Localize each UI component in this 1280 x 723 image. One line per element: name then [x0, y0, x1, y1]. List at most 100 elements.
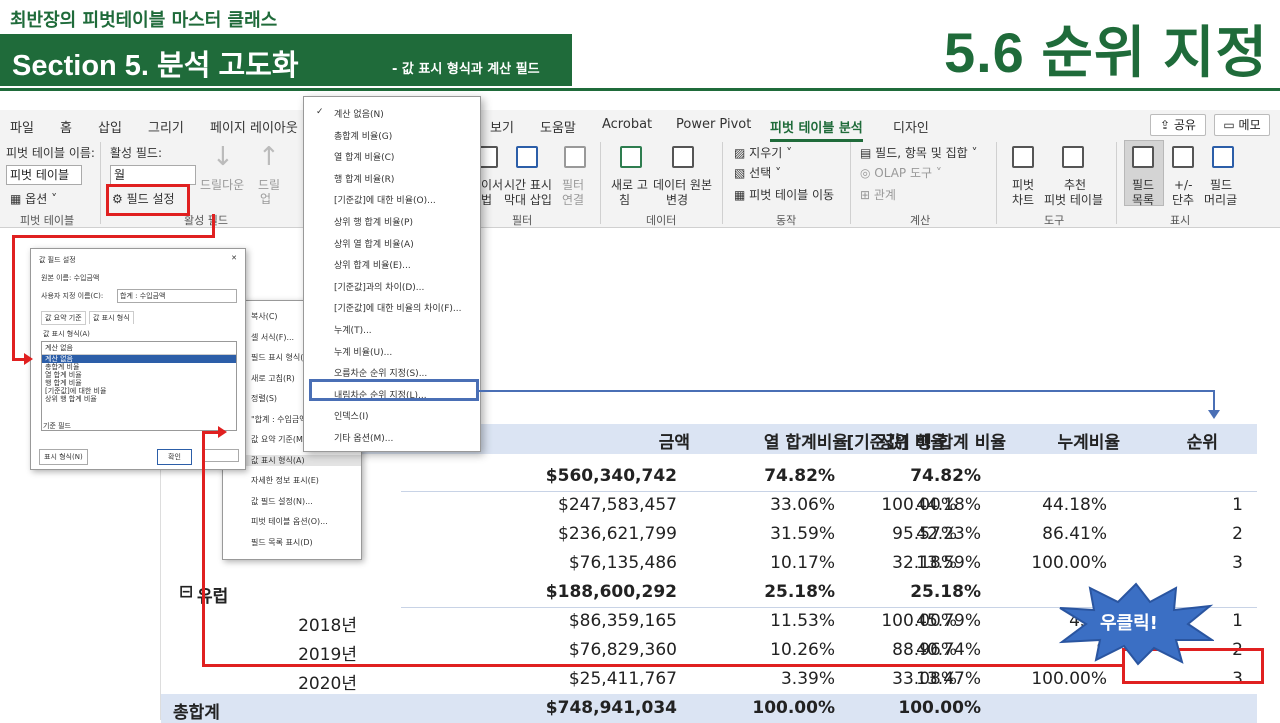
- table-row[interactable]: $247,583,457 33.06% 44.18% 100.00% 44.18% 1: [161, 491, 1257, 520]
- close-icon[interactable]: ✕: [231, 254, 237, 262]
- cell-parent[interactable]: 44.18%: [916, 495, 981, 515]
- number-format-button[interactable]: 표시 형식(N): [39, 449, 88, 465]
- context-menu-item[interactable]: 새로 고침(R): [251, 373, 295, 383]
- context-menu-item[interactable]: 정렬(S): [251, 394, 278, 403]
- context-menu-item[interactable]: "합계 : 수입금액" 제거(V): [251, 414, 340, 424]
- cell-base[interactable]: 33.08%: [892, 669, 957, 689]
- relationships-button[interactable]: ⊞ 관계: [860, 188, 896, 203]
- tab-view[interactable]: 보기: [490, 121, 514, 136]
- cell-parent[interactable]: 45.79%: [916, 611, 981, 631]
- tab-home[interactable]: 홈: [60, 121, 72, 136]
- menu-item[interactable]: [기준값]에 대한 비율(O)...: [334, 196, 436, 207]
- dialog-tab-show-as[interactable]: 값 표시 형식: [89, 311, 134, 324]
- total-parent[interactable]: 100.00%: [898, 698, 981, 718]
- tab-page-layout[interactable]: 페이지 레이아웃: [210, 121, 298, 136]
- cell-col[interactable]: 25.18%: [764, 582, 835, 602]
- show-as-option[interactable]: 계산 없음: [42, 355, 236, 363]
- pivotchart-button[interactable]: 피벗: [1012, 178, 1035, 192]
- insert-slicer-button[interactable]: 이서: [481, 178, 504, 192]
- refresh-button[interactable]: 새로 고: [611, 178, 648, 192]
- cell-parent[interactable]: 13.59%: [916, 553, 981, 573]
- table-row[interactable]: 2020년 $25,411,767 3.39% 13.47% 33.08% 100.00%…: [161, 665, 1257, 694]
- change-datasource-button[interactable]: 데이터 원본: [653, 178, 713, 192]
- menu-item[interactable]: 상위 합계 비율(E)...: [334, 261, 411, 272]
- tab-pivot-analyze[interactable]: 피벗 테이블 분석: [770, 117, 863, 142]
- menu-item[interactable]: 상위 열 합계 비율(A): [334, 239, 414, 250]
- context-menu-item[interactable]: 필드 표시 형식(T)...: [251, 353, 320, 362]
- ok-button[interactable]: 확인: [157, 449, 192, 465]
- menu-item[interactable]: 인덱스(I): [334, 412, 369, 423]
- cell-col[interactable]: 74.82%: [764, 466, 835, 486]
- cell-col[interactable]: 10.26%: [770, 640, 835, 660]
- total-amount[interactable]: $748,941,034: [545, 698, 677, 718]
- tab-help[interactable]: 도움말: [540, 121, 576, 136]
- dialog-tab-summarize[interactable]: 값 요약 기준: [41, 311, 86, 325]
- cell-parent[interactable]: 25.18%: [910, 582, 981, 602]
- cell-cum[interactable]: 86.41%: [1042, 524, 1107, 544]
- recommended-pivot-button[interactable]: 추천: [1064, 178, 1087, 192]
- context-menu-item[interactable]: 복사(C): [251, 312, 278, 321]
- cell-parent[interactable]: 13.47%: [916, 669, 981, 689]
- menu-item[interactable]: 상위 행 합계 비율(P): [334, 218, 413, 228]
- cell-col[interactable]: 31.59%: [770, 524, 835, 544]
- cell-amount[interactable]: $188,600,292: [545, 582, 677, 602]
- cell-base[interactable]: 95.57%: [892, 524, 957, 544]
- grand-total-row[interactable]: 총합계 $748,941,034 100.00% 100.00%: [161, 694, 1257, 723]
- cell-base[interactable]: 100.00%: [881, 495, 957, 515]
- table-row[interactable]: $236,621,799 31.59% 42.23% 95.57% 86.41% 2: [161, 520, 1257, 549]
- cell-parent[interactable]: 40.74%: [916, 640, 981, 660]
- plus-minus-button[interactable]: +/-: [1174, 178, 1193, 192]
- cell-rank[interactable]: 2: [1232, 524, 1243, 544]
- drillup-button[interactable]: 드릴: [258, 178, 281, 192]
- menu-item[interactable]: 계산 없음(N): [334, 110, 384, 120]
- show-as-option[interactable]: [기준값]에 대한 비율: [45, 387, 107, 395]
- show-as-option[interactable]: 총합계 비율: [45, 363, 80, 371]
- cell-col[interactable]: 33.06%: [770, 495, 835, 515]
- cell-parent[interactable]: 42.23%: [916, 524, 981, 544]
- cell-cum[interactable]: 100.00%: [1031, 669, 1107, 689]
- cell-amount[interactable]: $76,135,486: [568, 553, 677, 573]
- group-row[interactable]: ⊟ 유럽 $188,600,292 25.18% 25.18%: [161, 578, 1257, 607]
- select-button[interactable]: ▧ 선택 ˅: [734, 166, 782, 180]
- context-menu-item[interactable]: 필드 목록 표시(D): [251, 537, 313, 547]
- menu-item[interactable]: 내림차순 순위 지정(L)...: [334, 390, 427, 401]
- cell-cum[interactable]: 44.18%: [1042, 495, 1107, 515]
- field-settings-button[interactable]: ⚙ 필드 설정: [112, 192, 175, 207]
- share-button[interactable]: ⇪ 공유: [1150, 114, 1206, 136]
- total-col[interactable]: 100.00%: [752, 698, 835, 718]
- cell-amount[interactable]: $247,583,457: [558, 495, 677, 515]
- menu-item[interactable]: 누계(T)...: [334, 326, 372, 336]
- menu-item[interactable]: [기준값]에 대한 비율의 차이(F)...: [334, 304, 462, 315]
- menu-item[interactable]: 열 합계 비율(C): [334, 153, 395, 164]
- tab-insert[interactable]: 삽입: [98, 121, 122, 136]
- context-menu-item[interactable]: 자세한 정보 표시(E): [251, 476, 319, 485]
- show-as-option[interactable]: 열 합계 비율: [45, 371, 82, 379]
- olap-tools-button[interactable]: ◎ OLAP 도구 ˅: [860, 166, 942, 180]
- tab-power-pivot[interactable]: Power Pivot: [676, 117, 752, 132]
- options-button[interactable]: ▦ 옵션 ˅: [10, 192, 58, 206]
- cell-col[interactable]: 11.53%: [770, 611, 835, 631]
- move-pivot-button[interactable]: ▦ 피벗 테이블 이동: [734, 188, 834, 203]
- show-as-option[interactable]: 행 합계 비율: [45, 379, 82, 387]
- table-row[interactable]: $560,340,742 74.82% 74.82%: [161, 462, 1257, 491]
- drilldown-button[interactable]: 드릴다운: [200, 178, 245, 192]
- pivot-name-input[interactable]: 피벗 테이블: [6, 165, 82, 185]
- cell-base[interactable]: 88.96%: [892, 640, 957, 660]
- cell-rank[interactable]: 1: [1232, 495, 1243, 515]
- cancel-button[interactable]: [203, 449, 239, 462]
- context-menu-item[interactable]: 피벗 테이블 옵션(O)...: [251, 517, 328, 526]
- tab-draw[interactable]: 그리기: [148, 121, 184, 136]
- cell-rank[interactable]: 3: [1232, 669, 1243, 689]
- cell-rank[interactable]: 3: [1232, 553, 1243, 573]
- cell-col[interactable]: 3.39%: [780, 669, 835, 689]
- cell-base[interactable]: 100.00%: [881, 611, 957, 631]
- cell-cum[interactable]: 100.00%: [1031, 553, 1107, 573]
- cell-amount[interactable]: $25,411,767: [568, 669, 677, 689]
- cell-amount[interactable]: $86,359,165: [568, 611, 677, 631]
- total-label[interactable]: 총합계: [173, 703, 220, 723]
- show-as-current[interactable]: 계산 없음: [42, 342, 236, 355]
- menu-item[interactable]: 총합계 비율(G): [334, 131, 393, 142]
- tab-design[interactable]: 디자인: [893, 121, 929, 136]
- filter-connections-button[interactable]: 필터: [562, 178, 585, 192]
- comments-button[interactable]: ▭ 메모: [1214, 114, 1270, 136]
